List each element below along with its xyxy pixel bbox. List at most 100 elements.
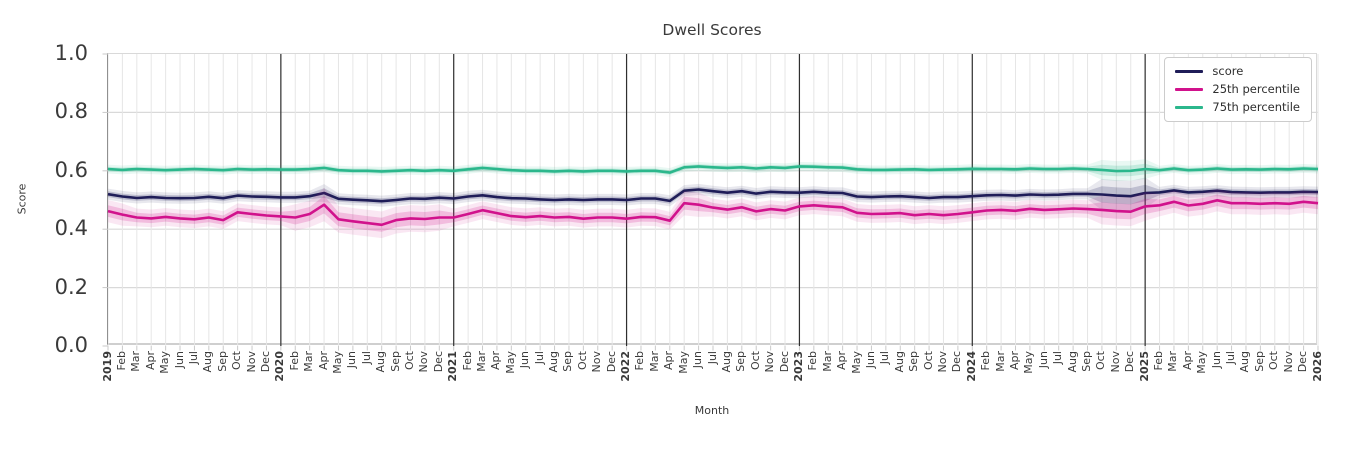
x-tick-label: Aug — [547, 351, 561, 373]
x-tick-label: 2025 — [1137, 351, 1151, 382]
confidence-band-outer-25th-percentile — [108, 188, 1318, 239]
x-tick-label: Feb — [633, 351, 647, 371]
legend: score 25th percentile 75th percentile — [1164, 57, 1312, 122]
x-tick-label: Apr — [143, 351, 157, 371]
x-tick-label: Mar — [820, 351, 834, 372]
confidence-band-outer-75th-percentile — [108, 159, 1318, 182]
x-tick-label: Dec — [1296, 351, 1310, 373]
x-tick-label: Mar — [647, 351, 661, 372]
x-tick-label: Feb — [979, 351, 993, 371]
score-line-swatch — [1175, 70, 1204, 73]
y-tick-label: 0.8 — [54, 99, 88, 124]
x-tick-label: Feb — [114, 351, 128, 371]
y-tick-label: 1.0 — [54, 41, 88, 65]
x-tick-label: May — [1022, 351, 1036, 374]
x-tick-label: Jul — [1051, 351, 1065, 365]
x-tick-label: Jun — [345, 351, 359, 369]
x-tick-label: Aug — [374, 351, 388, 373]
x-tick-label: Sep — [734, 351, 748, 372]
x-tick-label: Feb — [460, 351, 474, 371]
x-tick-label: Jun — [691, 351, 705, 369]
y-tick-label: 0.0 — [54, 333, 88, 357]
x-tick-label: Aug — [892, 351, 906, 373]
x-tick-label: Feb — [287, 351, 301, 371]
x-tick-label: Oct — [403, 351, 416, 371]
x-tick-label: May — [849, 351, 863, 374]
plot-area — [102, 53, 1319, 351]
series-line-score — [107, 188, 1319, 203]
series-line-25th-percentile — [107, 199, 1319, 227]
x-tick-label: Apr — [1180, 351, 1194, 371]
legend-item-25th-percentile: 25th percentile — [1175, 83, 1300, 96]
y-tick-label: 0.6 — [54, 157, 88, 182]
confidence-band-outer-score — [108, 177, 1318, 212]
x-tick-label: Dec — [604, 351, 618, 373]
x-tick-label: Sep — [907, 351, 921, 372]
x-tick-label: Oct — [575, 351, 589, 371]
x-tick-label: Nov — [1108, 351, 1122, 373]
x-tick-label: Nov — [244, 351, 258, 373]
x-tick-label: Jun — [1036, 351, 1050, 369]
x-tick-label: Dec — [1123, 351, 1137, 373]
x-tick-label: 2019 — [100, 351, 114, 382]
x-tick-label: Dec — [431, 351, 445, 373]
x-tick-label: Jul — [705, 351, 719, 365]
x-tick-label: Feb — [806, 351, 820, 371]
y-axis-label: Score — [15, 183, 29, 215]
x-tick-label: Aug — [1065, 351, 1079, 373]
x-tick-label: Sep — [388, 351, 402, 372]
x-tick-label: Nov — [763, 351, 777, 373]
y-tick-label: 0.4 — [54, 216, 88, 241]
x-tick-label: Oct — [230, 351, 244, 371]
x-tick-label: Aug — [1238, 351, 1252, 373]
x-tick-label: Mar — [993, 351, 1007, 372]
x-tick-label: May — [330, 351, 344, 374]
x-tick-label: 2021 — [446, 351, 460, 382]
x-tick-label: Aug — [719, 351, 733, 373]
x-tick-label: 2026 — [1310, 351, 1324, 382]
x-tick-label: Oct — [1094, 351, 1108, 371]
75th-percentile-line-swatch — [1175, 106, 1204, 109]
x-tick-label: Jul — [878, 351, 892, 365]
x-tick-label: Nov — [590, 351, 604, 373]
legend-item-score: score — [1175, 65, 1300, 78]
x-tick-label: Dec — [777, 351, 791, 373]
legend-item-75th-percentile: 75th percentile — [1175, 101, 1300, 114]
x-tick-label: Jul — [532, 351, 546, 365]
x-tick-label: 2024 — [964, 351, 978, 382]
x-tick-label: Mar — [129, 351, 143, 372]
x-tick-label: May — [1195, 351, 1209, 374]
25th-percentile-line-swatch — [1175, 88, 1204, 91]
x-tick-label: Oct — [1267, 351, 1281, 371]
x-tick-label: Nov — [935, 351, 949, 373]
x-tick-label: Jun — [863, 351, 877, 369]
x-tick-label: 2020 — [273, 351, 287, 382]
x-tick-label: 2022 — [619, 351, 633, 382]
x-tick-label: Oct — [921, 351, 935, 371]
x-tick-label: Sep — [1080, 351, 1094, 372]
y-tick-label: 0.2 — [54, 274, 88, 299]
x-tick-label: Mar — [475, 351, 489, 372]
x-tick-label: Apr — [489, 351, 503, 371]
x-tick-label: May — [503, 351, 517, 374]
x-tick-label: Dec — [950, 351, 964, 373]
x-tick-label: Dec — [258, 351, 272, 373]
x-tick-label: May — [158, 351, 172, 374]
x-tick-label: Jul — [186, 351, 200, 365]
x-tick-label: Jul — [1224, 351, 1238, 365]
x-tick-label: Feb — [1152, 351, 1166, 371]
x-tick-label: Sep — [561, 351, 575, 372]
chart-title: Dwell Scores — [662, 21, 762, 39]
x-tick-label: Mar — [1166, 351, 1180, 372]
legend-label: score — [1212, 64, 1244, 78]
x-tick-label: May — [676, 351, 690, 374]
x-tick-label: Jun — [518, 351, 532, 369]
x-tick-label: Apr — [1008, 351, 1021, 371]
x-tick-label: Apr — [835, 351, 849, 371]
x-tick-label: Sep — [1252, 351, 1266, 372]
x-tick-label: Jul — [359, 351, 373, 365]
x-tick-label: Nov — [1281, 351, 1295, 373]
x-tick-label: Jun — [1209, 351, 1223, 369]
confidence-band-25th-percentile — [108, 194, 1318, 232]
